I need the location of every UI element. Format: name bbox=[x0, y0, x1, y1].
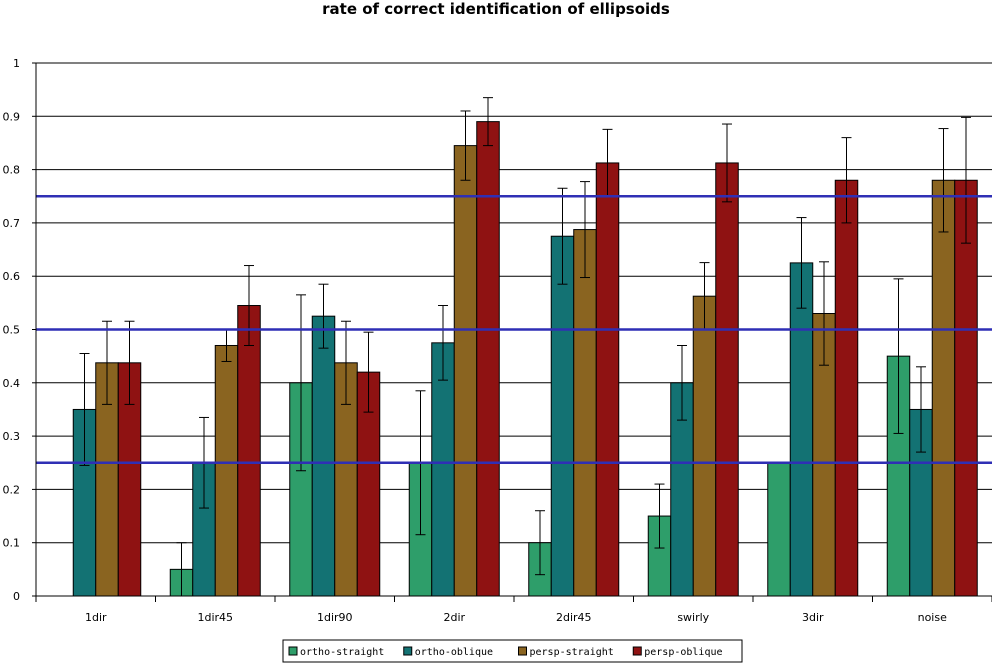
x-tick-label: 2dir45 bbox=[556, 611, 592, 624]
plot-area: 0 0.1 0.2 0.3 0.4 0.5 0.6 0.7 0.8 0.9 1 1dir 1dir45 1… bbox=[3, 57, 992, 663]
x-tick-label: noise bbox=[918, 611, 947, 624]
y-tick-label: 1 bbox=[13, 57, 20, 70]
y-tick-label: 0 bbox=[13, 590, 20, 603]
legend-label: persp-oblique bbox=[644, 647, 722, 658]
x-tick-label: 2dir bbox=[443, 611, 465, 624]
legend-box bbox=[282, 639, 743, 663]
legend-label: ortho-straight bbox=[300, 647, 384, 658]
bar bbox=[595, 162, 620, 597]
x-tick-label: 1dir90 bbox=[317, 611, 353, 624]
y-tick-label: 0.4 bbox=[3, 377, 21, 390]
y-tick-label: 0.6 bbox=[3, 270, 21, 283]
bar bbox=[214, 344, 239, 597]
bar bbox=[789, 262, 814, 597]
bar bbox=[573, 229, 597, 597]
bar bbox=[453, 145, 478, 597]
chart-title: rate of correct identification of ellips… bbox=[322, 0, 670, 18]
x-tick-label: 1dir45 bbox=[197, 611, 233, 624]
legend-swatch bbox=[403, 646, 413, 656]
bar bbox=[311, 315, 336, 597]
x-tick-label: 3dir bbox=[802, 611, 824, 624]
x-tick-label: swirly bbox=[677, 611, 709, 624]
legend-label: ortho-oblique bbox=[415, 647, 493, 658]
bar bbox=[834, 179, 859, 597]
legend-swatch bbox=[632, 646, 642, 656]
x-tick-label: 1dir bbox=[85, 611, 107, 624]
bar bbox=[476, 121, 500, 597]
bar bbox=[237, 305, 261, 597]
y-tick-label: 0.8 bbox=[3, 164, 21, 177]
y-tick-label: 0.3 bbox=[3, 430, 21, 443]
y-tick-label: 0.1 bbox=[3, 537, 21, 550]
y-tick-label: 0.7 bbox=[3, 217, 21, 230]
bar bbox=[431, 342, 455, 597]
legend-swatch bbox=[288, 646, 298, 656]
bar bbox=[931, 179, 956, 597]
y-tick-label: 0.9 bbox=[3, 110, 21, 123]
bar bbox=[715, 162, 739, 597]
bar bbox=[767, 462, 791, 597]
y-tick-label: 0.5 bbox=[3, 324, 21, 337]
legend-label: persp-straight bbox=[530, 647, 614, 658]
legend-swatch bbox=[518, 646, 527, 656]
y-tick-label: 0.2 bbox=[3, 483, 21, 496]
bar bbox=[692, 295, 717, 597]
bar bbox=[550, 235, 575, 597]
